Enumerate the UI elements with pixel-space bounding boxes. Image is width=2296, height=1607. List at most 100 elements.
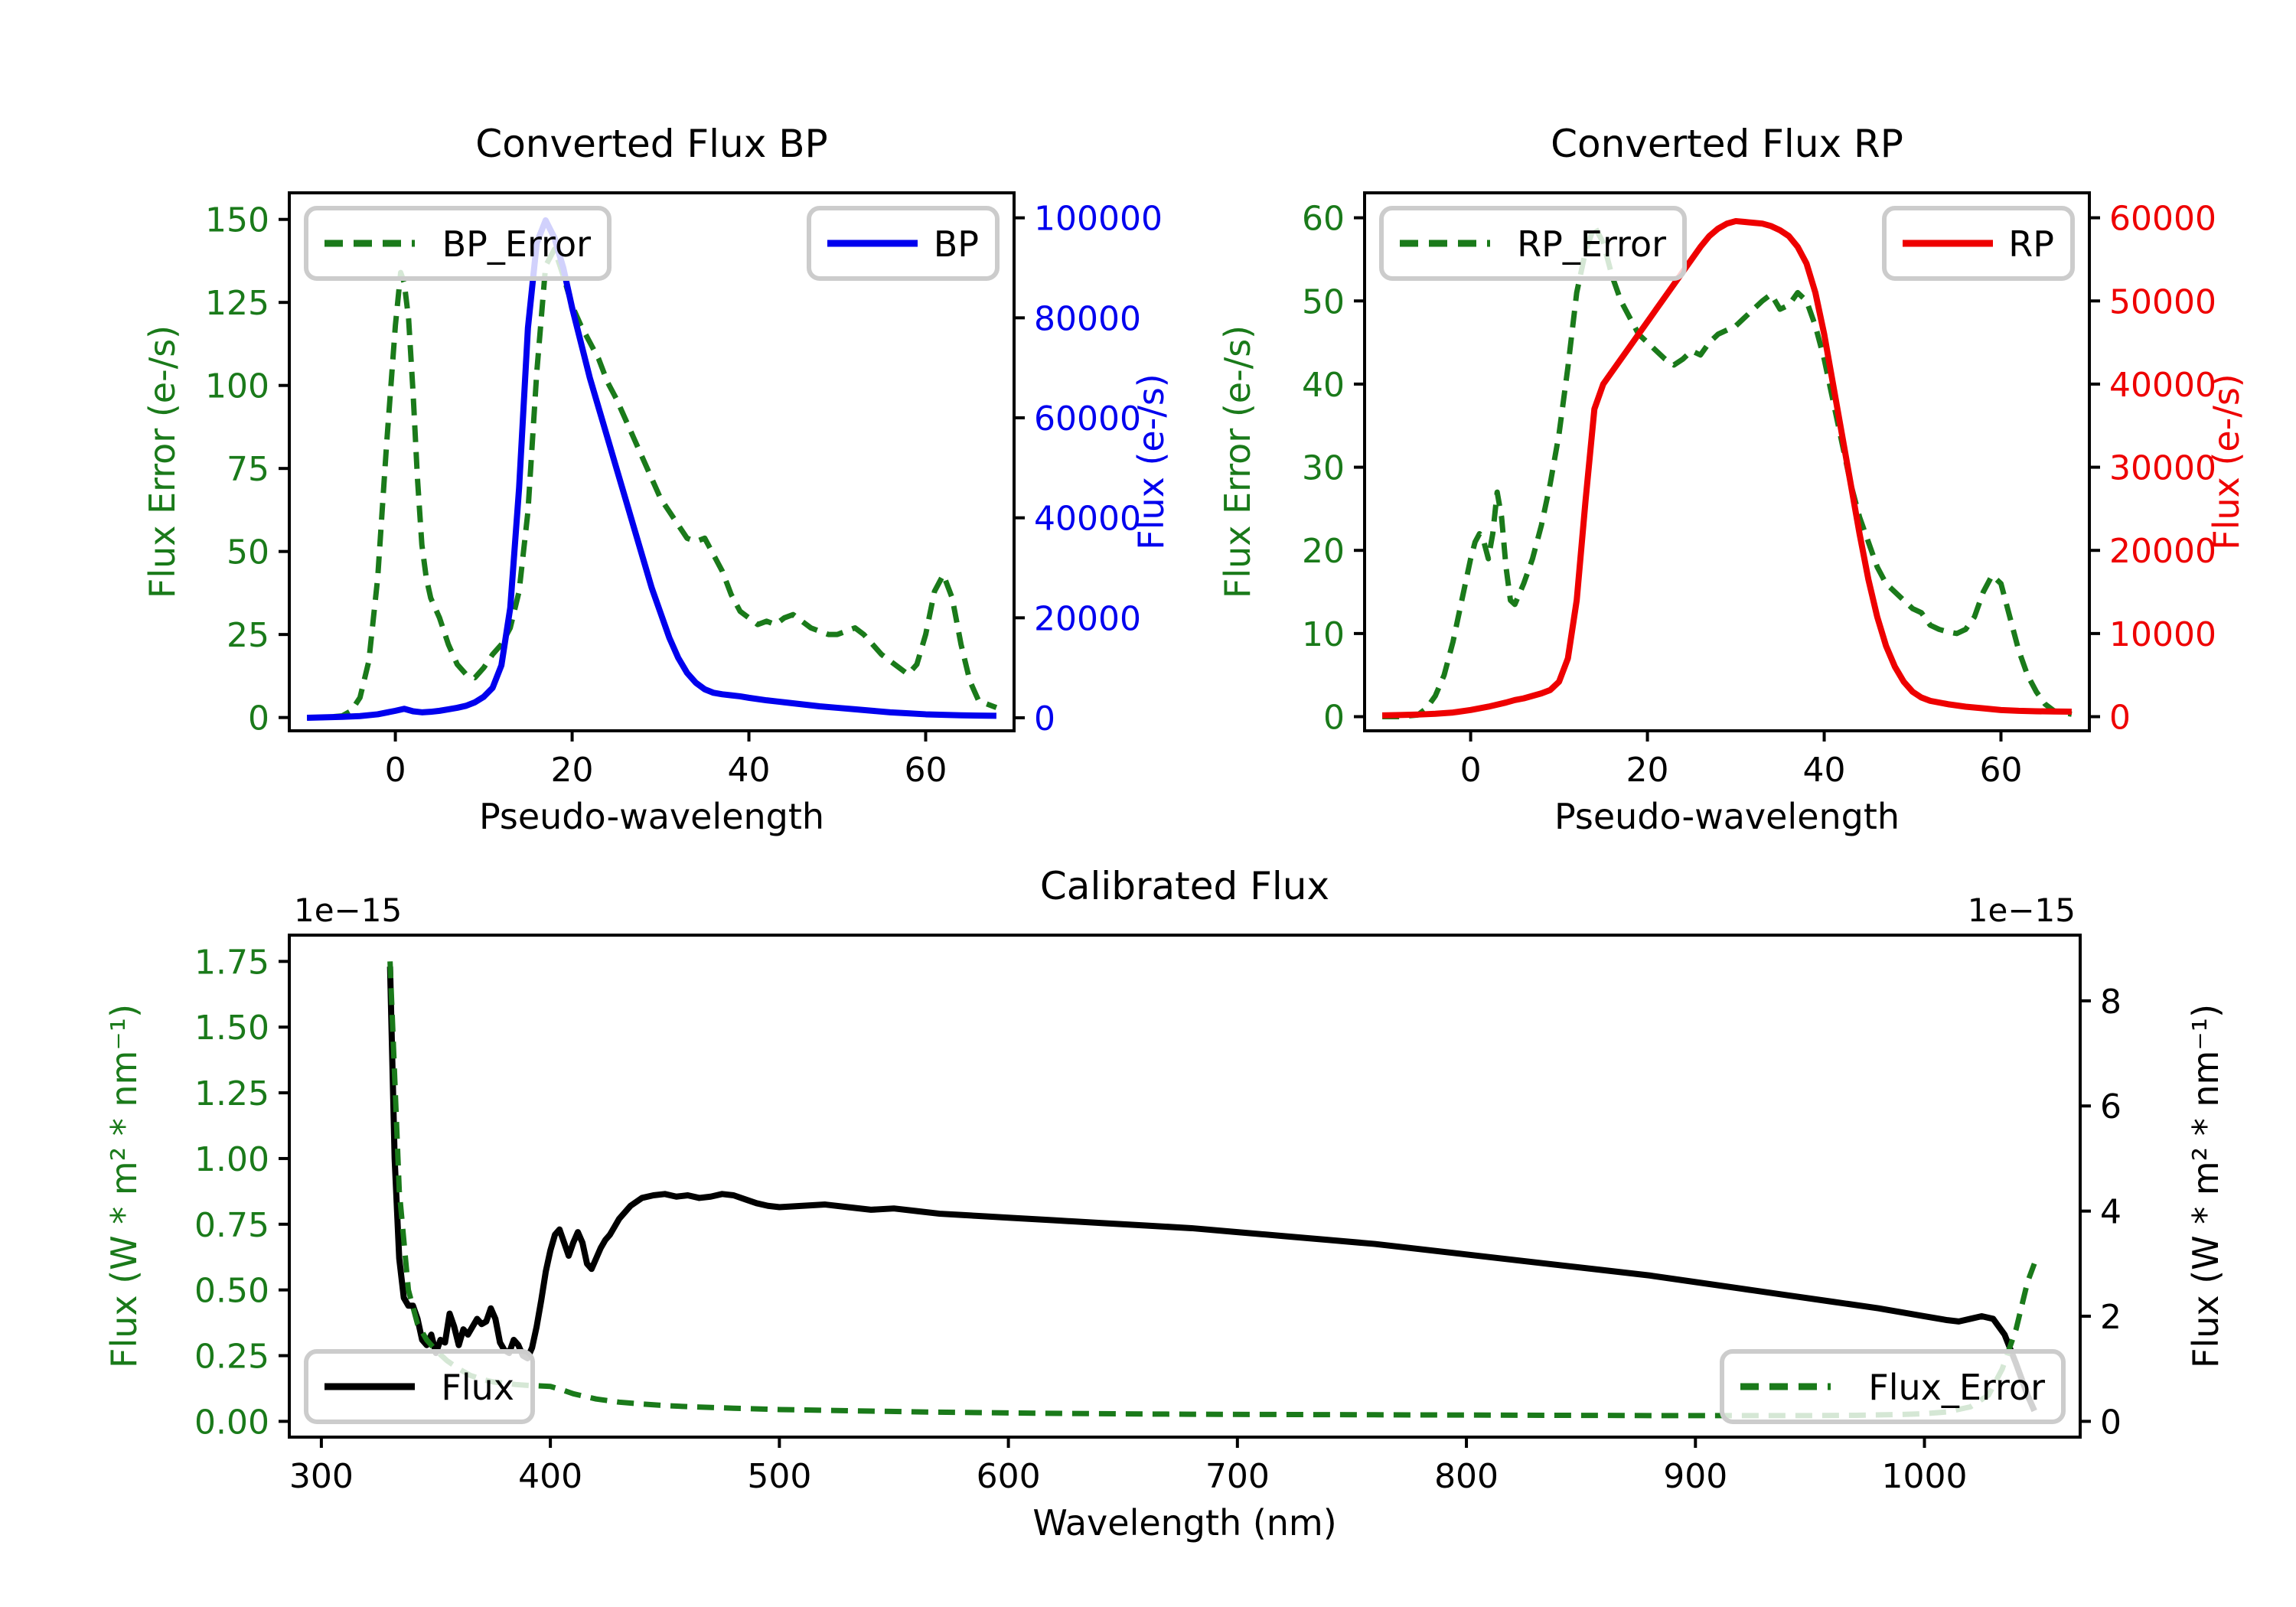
x-tick-label: 1000 [1882, 1457, 1968, 1496]
y-tick-label-left: 1.00 [194, 1140, 269, 1179]
legend-box [1720, 1349, 2066, 1424]
x-tick-label: 800 [1434, 1457, 1499, 1496]
y-tick-label-right: 10000 [2109, 615, 2216, 654]
y-tick-label-right: 20000 [1034, 599, 1141, 638]
y-tick-label-right: 2 [2100, 1298, 2122, 1337]
data-area [306, 217, 998, 722]
series-line-bp_error [307, 246, 998, 721]
y-tick-label-right: 30000 [2109, 449, 2216, 488]
y-tick-label-left: 0.75 [194, 1206, 269, 1245]
legend-label: BP [934, 223, 979, 265]
y-tick-label-right: 0 [1034, 699, 1055, 738]
y-axis-label-left: Flux Error (e-/s) [1217, 325, 1258, 598]
y-axis-label-left: Flux (W * m² * nm⁻¹) [103, 1004, 145, 1368]
y-tick-label-left: 0 [1323, 699, 1345, 738]
panel-title: Converted Flux BP [475, 122, 827, 166]
x-tick-label: 900 [1663, 1457, 1727, 1496]
y-tick-label-left: 0.50 [194, 1272, 269, 1311]
legend-bp[interactable]: BP [807, 206, 1000, 281]
y-tick-label-left: 30 [1302, 449, 1345, 488]
legend-label: Flux_Error [1868, 1367, 2045, 1408]
y-tick-label-right: 40000 [1034, 500, 1141, 539]
series-line-bp [306, 217, 996, 722]
x-tick-label: 60 [1980, 751, 2023, 790]
y-tick-label-left: 0 [248, 699, 269, 738]
y-tick-label-right: 20000 [2109, 532, 2216, 571]
x-tick-label: 500 [747, 1457, 811, 1496]
x-axis-label: Pseudo-wavelength [1554, 796, 1900, 837]
panel-converted-flux-bp: Converted Flux BP 0 20 40 60 Pseudo-wavelengt… [142, 122, 1172, 837]
y-tick-label-left: 0.25 [194, 1338, 269, 1377]
y-tick-label-left: 25 [227, 616, 269, 655]
y-tick-label-right: 60000 [1034, 399, 1141, 438]
series-line-flux [386, 966, 2037, 1413]
y-tick-label-right: 80000 [1034, 299, 1141, 338]
y-tick-label-left: 60 [1302, 200, 1345, 239]
panel-title: Converted Flux RP [1551, 122, 1903, 166]
x-tick-label: 0 [385, 751, 406, 790]
series-line-rp [1382, 217, 2072, 719]
legend-rp_error[interactable]: RP_Error [1379, 206, 1687, 281]
x-axis-label: Pseudo-wavelength [479, 796, 824, 837]
y-tick-label-right: 0 [2100, 1403, 2122, 1442]
x-tick-label: 400 [518, 1457, 582, 1496]
y-axis-label-right: Flux (W * m² * nm⁻¹) [2185, 1004, 2226, 1368]
y-axis-label-right: Flux (e-/s) [1130, 373, 1172, 550]
x-tick-label: 700 [1205, 1457, 1270, 1496]
data-area [386, 961, 2037, 1419]
y-tick-label-left: 75 [227, 450, 269, 489]
y-tick-label-left: 0.00 [194, 1403, 269, 1442]
legend-label: RP_Error [1517, 223, 1666, 265]
y-tick-label-right: 60000 [2109, 200, 2216, 239]
legend-box [304, 206, 612, 281]
legend-box [304, 1349, 535, 1424]
axes-frame [288, 934, 2082, 1439]
series-line-flux_error [387, 961, 2037, 1419]
legend-bp_error[interactable]: BP_Error [304, 206, 612, 281]
legend-label: Flux [441, 1367, 514, 1408]
y-offset-label-left: 1e−15 [294, 892, 402, 929]
x-tick-label: 20 [1626, 751, 1669, 790]
axes-frame [288, 191, 1016, 732]
x-axis-label: Wavelength (nm) [1032, 1502, 1336, 1543]
legend-label: BP_Error [442, 223, 592, 265]
x-tick-label: 300 [289, 1457, 354, 1496]
legend-box [1379, 206, 1687, 281]
legend-flux_error[interactable]: Flux_Error [1720, 1349, 2066, 1424]
y-tick-label-left: 150 [205, 201, 269, 240]
y-tick-label-right: 0 [2109, 699, 2131, 738]
legend-rp[interactable]: RP [1882, 206, 2075, 281]
y-offset-label-right: 1e−15 [1968, 892, 2076, 929]
y-tick-label-left: 125 [205, 284, 269, 323]
y-tick-label-right: 4 [2100, 1193, 2122, 1232]
y-tick-label-left: 40 [1302, 366, 1345, 405]
data-area [1382, 217, 2073, 720]
x-tick-label: 40 [728, 751, 771, 790]
legend-label: RP [2008, 223, 2054, 265]
x-tick-label: 20 [551, 751, 594, 790]
y-tick-label-right: 8 [2100, 983, 2122, 1022]
y-tick-label-left: 1.50 [194, 1009, 269, 1048]
panel-title: Calibrated Flux [1040, 864, 1329, 908]
y-tick-label-left: 10 [1302, 615, 1345, 654]
y-tick-label-left: 50 [1302, 282, 1345, 321]
panel-calibrated-flux: Calibrated Flux 300 400 500 600 700 800 900 1000… [103, 864, 2226, 1543]
y-axis-label-right: Flux (e-/s) [2206, 373, 2247, 550]
panel-converted-flux-rp: Converted Flux RP 0 20 40 60 Pseudo-wavelengt… [1217, 122, 2247, 837]
y-axis-label-left: Flux Error (e-/s) [142, 325, 183, 598]
y-tick-label-right: 100000 [1034, 200, 1163, 239]
series-line-rp_error [1382, 223, 2073, 720]
legend-flux[interactable]: Flux [304, 1349, 535, 1424]
axes-frame [1363, 191, 2091, 732]
x-tick-label: 600 [977, 1457, 1041, 1496]
y-tick-label-left: 20 [1302, 532, 1345, 571]
x-tick-label: 40 [1803, 751, 1846, 790]
y-tick-label-left: 1.25 [194, 1074, 269, 1113]
y-tick-label-left: 100 [205, 367, 269, 406]
x-tick-label: 60 [905, 751, 947, 790]
y-tick-label-left: 50 [227, 533, 269, 572]
y-tick-label-left: 1.75 [194, 943, 269, 982]
y-tick-label-right: 6 [2100, 1087, 2122, 1126]
